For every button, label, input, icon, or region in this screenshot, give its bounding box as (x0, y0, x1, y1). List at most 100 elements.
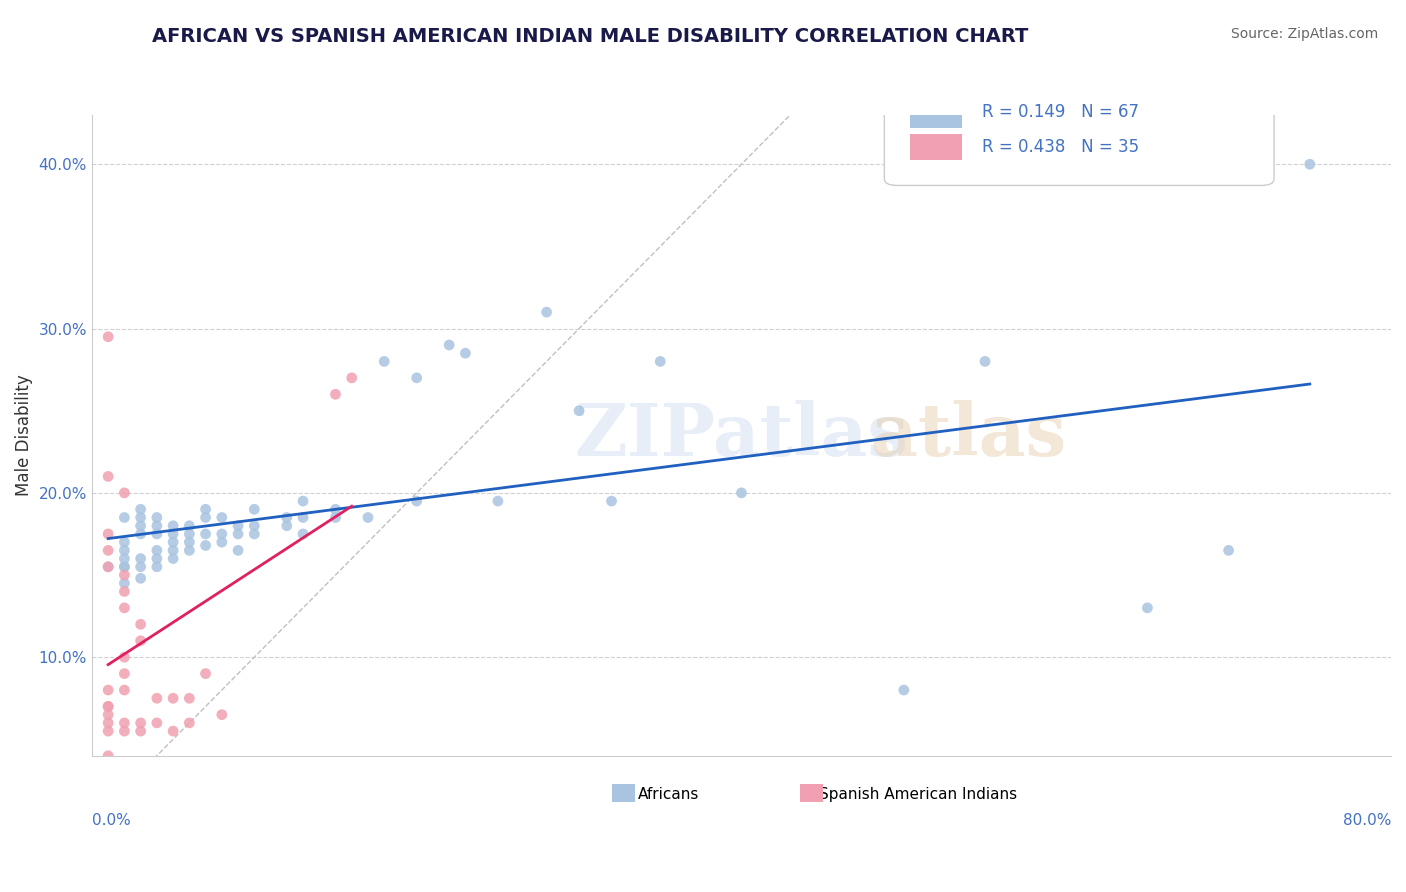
Point (730, 486, 752, 500)
Text: 80.0%: 80.0% (1343, 814, 1391, 829)
Point (211, 535, 233, 549)
Point (97, 683, 120, 698)
Point (276, 510, 298, 524)
Point (194, 510, 217, 524)
Point (129, 510, 152, 524)
Point (179, 691, 201, 706)
Point (650, 354, 672, 368)
FancyBboxPatch shape (884, 89, 1274, 186)
Point (162, 724, 184, 739)
Point (357, 510, 380, 524)
Point (146, 715, 169, 730)
Point (97, 527, 120, 541)
Point (112, 486, 135, 500)
Point (97, 699, 120, 714)
Point (162, 527, 184, 541)
Point (1136, 600, 1159, 615)
Point (129, 617, 152, 632)
Bar (612, 784, 636, 802)
Point (112, 683, 135, 698)
Point (1218, 543, 1240, 558)
Point (179, 715, 201, 730)
Point (146, 691, 169, 706)
Text: R = 0.438   N = 35: R = 0.438 N = 35 (981, 138, 1139, 156)
Point (162, 691, 184, 706)
Point (112, 568, 135, 582)
Point (373, 354, 395, 368)
Point (162, 518, 184, 533)
Point (129, 715, 152, 730)
Point (112, 559, 135, 574)
Point (129, 571, 152, 585)
Point (112, 715, 135, 730)
Point (292, 494, 315, 508)
Point (129, 633, 152, 648)
Point (536, 305, 558, 319)
Point (129, 551, 152, 566)
Point (194, 538, 217, 552)
Point (97, 330, 120, 344)
Point (179, 518, 201, 533)
Text: 0.0%: 0.0% (91, 814, 131, 829)
Text: Source: ZipAtlas.com: Source: ZipAtlas.com (1230, 27, 1378, 41)
Point (340, 371, 363, 385)
Point (129, 724, 152, 739)
Point (437, 338, 460, 352)
Point (226, 518, 249, 533)
Point (568, 403, 591, 417)
Point (112, 510, 135, 524)
Point (97, 559, 120, 574)
Point (194, 666, 217, 681)
Point (146, 527, 169, 541)
Point (97, 469, 120, 483)
Point (97, 543, 120, 558)
Point (893, 683, 915, 698)
Point (112, 584, 135, 599)
Point (454, 346, 477, 360)
Text: R = 0.149   N = 67: R = 0.149 N = 67 (981, 103, 1139, 120)
Point (600, 494, 623, 508)
Point (112, 724, 135, 739)
Point (211, 527, 233, 541)
Point (97, 559, 120, 574)
Point (325, 387, 347, 401)
Point (146, 510, 169, 524)
Point (243, 502, 266, 516)
Point (112, 600, 135, 615)
Point (974, 354, 997, 368)
Point (1299, 157, 1322, 171)
Point (194, 527, 217, 541)
Point (129, 518, 152, 533)
Point (226, 543, 249, 558)
Point (129, 527, 152, 541)
Point (129, 502, 152, 516)
Point (162, 551, 184, 566)
Point (162, 535, 184, 549)
Point (112, 666, 135, 681)
Point (129, 559, 152, 574)
Point (179, 527, 201, 541)
Point (179, 535, 201, 549)
Point (194, 502, 217, 516)
Point (97, 724, 120, 739)
Point (405, 494, 427, 508)
Point (97, 707, 120, 722)
Point (146, 518, 169, 533)
Point (97, 699, 120, 714)
Point (405, 371, 427, 385)
Text: atlas: atlas (872, 400, 1067, 471)
Y-axis label: Male Disability: Male Disability (15, 375, 32, 496)
Point (146, 559, 169, 574)
Point (97, 748, 120, 763)
Point (243, 527, 266, 541)
Point (112, 559, 135, 574)
Point (112, 543, 135, 558)
Point (486, 494, 509, 508)
Bar (910, 103, 962, 128)
Point (325, 510, 347, 524)
Point (211, 707, 233, 722)
Point (243, 518, 266, 533)
Point (211, 510, 233, 524)
Text: ZIPatlas: ZIPatlas (575, 400, 908, 471)
Point (292, 527, 315, 541)
